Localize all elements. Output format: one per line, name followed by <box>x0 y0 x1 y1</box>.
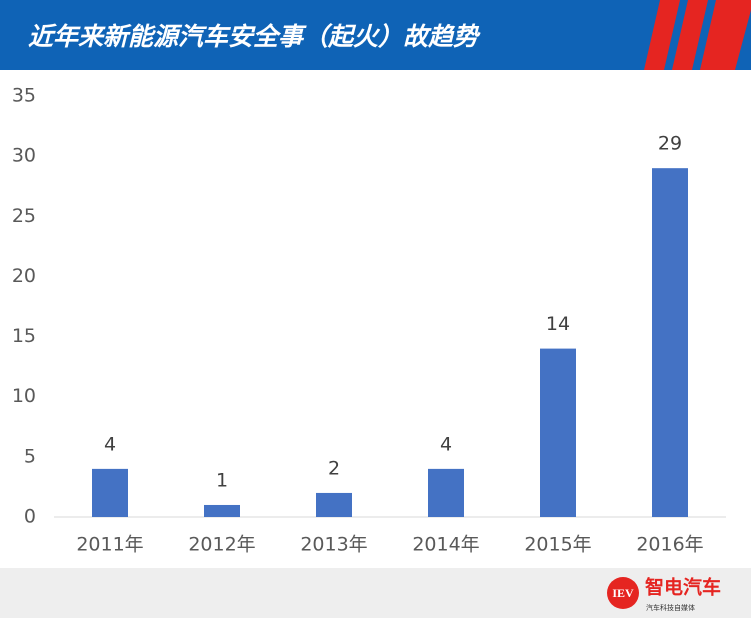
x-tick-label: 2013年 <box>300 534 367 556</box>
y-tick-label: 20 <box>12 265 36 287</box>
data-label: 4 <box>104 433 116 455</box>
data-label: 4 <box>440 433 452 455</box>
x-tick-label: 2016年 <box>636 534 703 556</box>
logo-text: IEV <box>612 586 634 600</box>
x-tick-label: 2014年 <box>412 534 479 556</box>
data-label: 1 <box>216 469 228 491</box>
header-bar <box>0 0 751 70</box>
stripe <box>700 0 751 70</box>
y-tick-label: 25 <box>12 205 36 227</box>
bar <box>428 468 464 517</box>
y-tick-label: 30 <box>12 145 36 167</box>
x-tick-label: 2012年 <box>188 534 255 556</box>
y-tick-label: 5 <box>24 445 36 467</box>
y-tick-label: 35 <box>12 85 36 107</box>
y-tick-label: 10 <box>12 385 36 407</box>
data-label: 14 <box>546 313 570 335</box>
bar <box>652 168 688 517</box>
stripe <box>644 0 680 70</box>
x-tick-label: 2011年 <box>76 534 143 556</box>
y-tick-label: 15 <box>12 325 36 347</box>
bar <box>92 468 128 517</box>
brand: 智电汽车 <box>645 576 721 599</box>
x-tick-label: 2015年 <box>524 534 591 556</box>
tagline: 汽车科技自媒体 <box>646 603 695 612</box>
stripe <box>672 0 708 70</box>
bar <box>204 504 240 517</box>
data-label: 2 <box>328 457 340 479</box>
logo-circle <box>607 577 639 609</box>
y-tick-label: 0 <box>24 506 36 528</box>
bar <box>540 348 576 517</box>
data-label: 29 <box>658 133 682 155</box>
bar <box>316 492 352 517</box>
chart-title: 近年来新能源汽车安全事（起火）故趋势 <box>28 22 481 51</box>
